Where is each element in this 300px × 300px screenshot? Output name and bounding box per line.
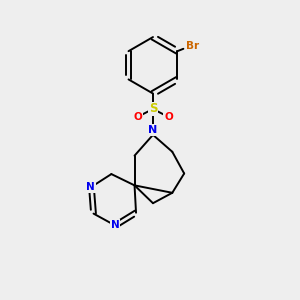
Text: N: N — [111, 220, 120, 230]
Text: N: N — [148, 125, 158, 135]
Text: O: O — [164, 112, 173, 122]
Text: N: N — [86, 182, 95, 192]
Text: Br: Br — [186, 41, 200, 51]
Text: O: O — [133, 112, 142, 122]
Text: S: S — [149, 103, 157, 116]
